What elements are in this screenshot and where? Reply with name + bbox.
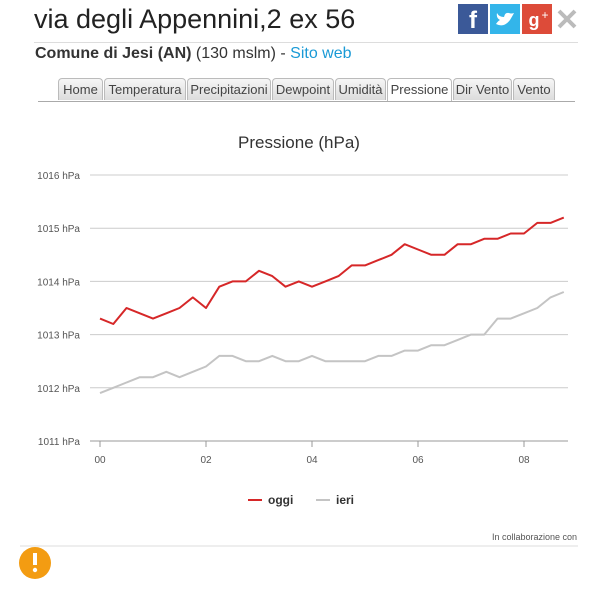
svg-text:g: g [529,10,540,30]
tab[interactable]: Temperatura [104,78,186,100]
close-button[interactable] [555,7,579,31]
legend-item[interactable]: oggi [248,493,293,507]
tab[interactable]: Home [58,78,103,100]
x-tick-label: 06 [412,455,424,466]
y-tick-label: 1014 hPa [37,277,80,288]
legend-item[interactable]: ieri [316,493,354,507]
tab[interactable]: Dir Vento [453,78,512,100]
series-line [99,216,565,325]
series-line [99,291,565,395]
twitter-button[interactable] [490,4,520,34]
tab[interactable]: Umidità [335,78,386,100]
y-tick-label: 1016 hPa [37,171,80,182]
y-tick-label: 1012 hPa [37,384,80,395]
tab[interactable]: Vento [513,78,555,100]
svg-text:f: f [469,7,478,34]
chart-title: Pressione (hPa) [238,133,360,152]
tab-baseline [38,101,575,102]
x-tick-label: 00 [94,455,106,466]
website-link[interactable]: Sito web [290,45,352,62]
alert-icon[interactable] [19,547,51,579]
tab[interactable]: Pressione [387,78,452,102]
tab[interactable]: Precipitazioni [187,78,271,100]
elevation: (130 mslm) - [195,45,286,62]
google-plus-button[interactable]: g + [522,4,552,34]
credit: In collaborazione con [492,532,577,542]
station-info: Comune di Jesi (AN) (130 mslm) - Sito we… [35,45,352,63]
divider [34,42,578,43]
legend-label: ieri [336,493,354,507]
svg-text:+: + [541,8,548,22]
legend-label: oggi [268,493,293,507]
y-tick-label: 1011 hPa [38,437,81,448]
tab[interactable]: Dewpoint [272,78,334,100]
y-tick-label: 1013 hPa [37,331,80,342]
y-tick-label: 1015 hPa [37,224,80,235]
x-tick-label: 02 [200,455,212,466]
x-tick-label: 04 [306,455,318,466]
x-tick-label: 08 [518,455,530,466]
facebook-button[interactable]: f [458,4,488,34]
page-title: via degli Appennini,2 ex 56 [34,4,356,34]
place: Comune di Jesi (AN) [35,45,192,62]
